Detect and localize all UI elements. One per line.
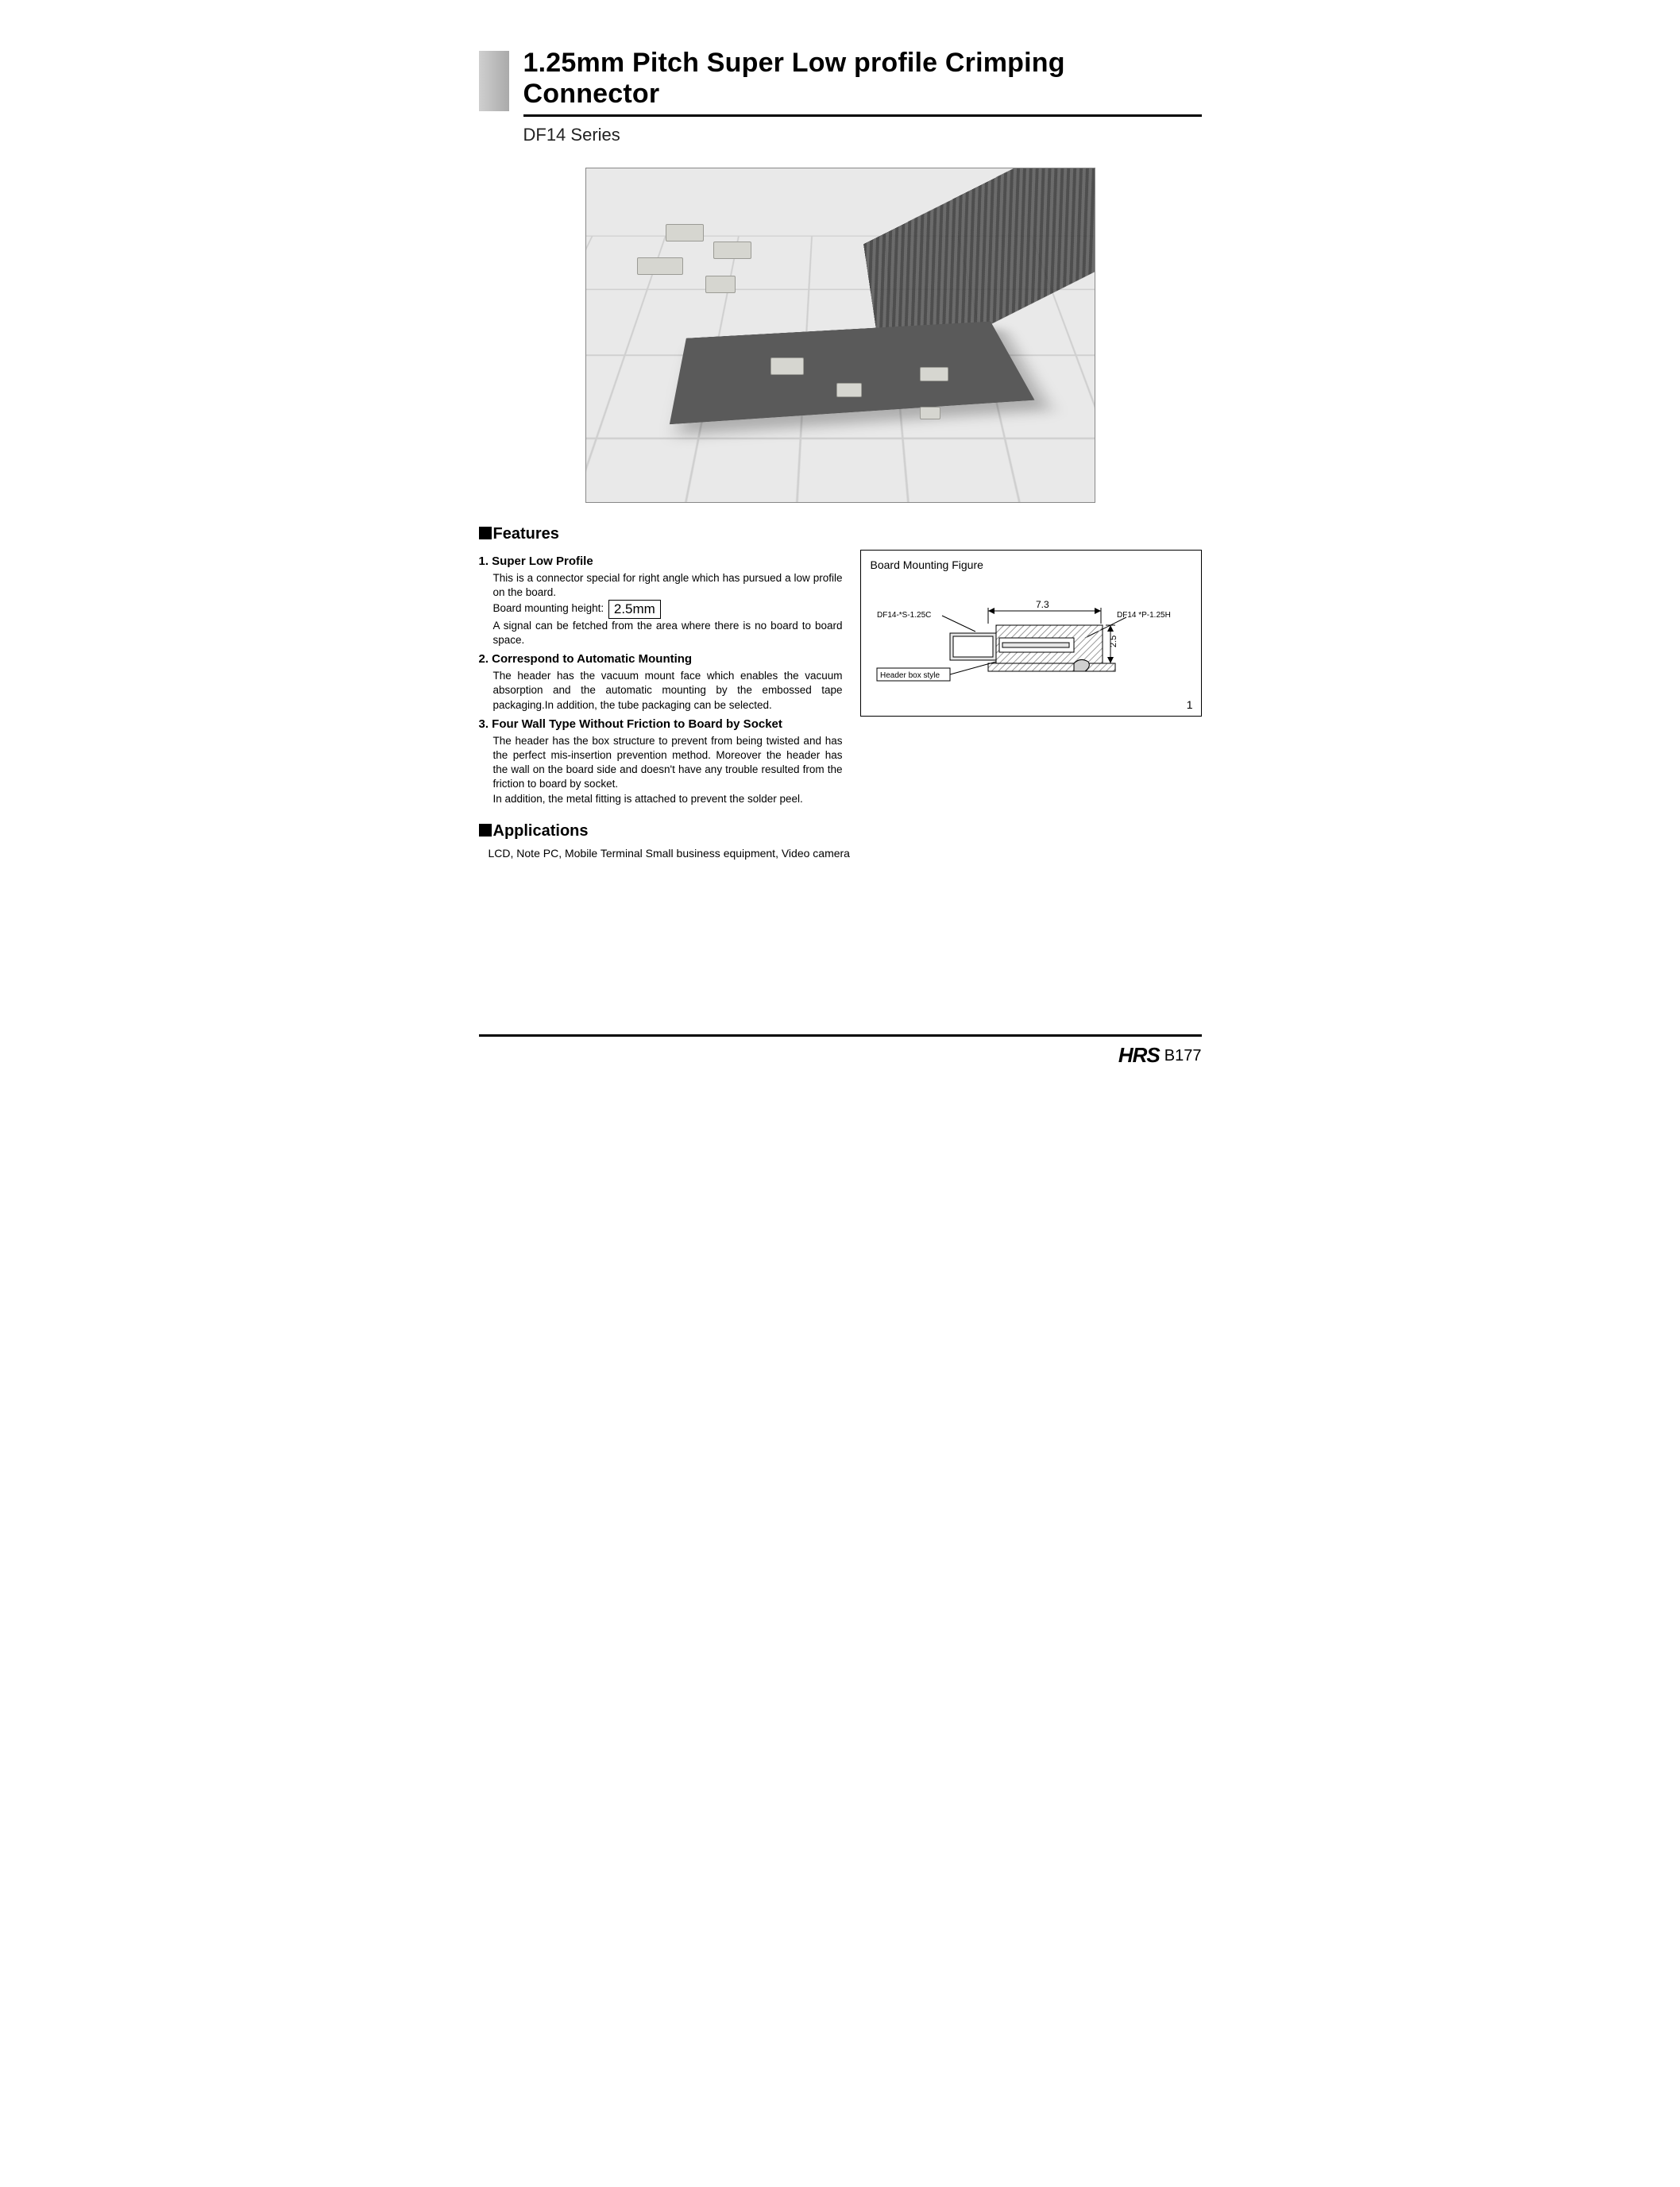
page-footer: HRSB177 [479,1043,1202,1068]
hero-connector [920,367,948,381]
hrs-logo: HRS [1118,1043,1160,1067]
hero-connector [836,383,862,397]
title-text-wrap: 1.25mm Pitch Super Low profile Crimping … [523,48,1202,163]
feature-title: 1. Super Low Profile [479,554,843,568]
features-heading-text: Features [493,525,559,543]
feature-title: 3. Four Wall Type Without Friction to Bo… [479,717,843,731]
title-block: 1.25mm Pitch Super Low profile Crimping … [479,48,1202,163]
features-right-column: Board Mounting Figure DF14-*S-1.25C DF14… [860,550,1202,717]
footer-rule [479,1034,1202,1037]
hero-connector [920,407,940,419]
hero-connector [705,276,736,293]
features-heading: Features [479,525,1202,543]
figure-caption: Board Mounting Figure [871,558,1191,571]
applications-heading: Applications [479,822,1202,840]
heading-square-icon [479,824,492,837]
figure-index: 1 [1187,698,1193,711]
applications-heading-text: Applications [493,822,589,840]
title-rule [523,114,1202,117]
page-code: B177 [1164,1047,1202,1065]
features-two-column: 1. Super Low Profile This is a connector… [479,550,1202,809]
feature-body-line: The header has the box structure to prev… [493,735,843,790]
feature-title: 2. Correspond to Automatic Mounting [479,652,843,666]
applications-text: LCD, Note PC, Mobile Terminal Small busi… [489,847,1202,860]
feature-body-line: In addition, the metal fitting is attach… [493,793,803,805]
feature-body: The header has the vacuum mount face whi… [493,669,843,713]
hero-product-photo [585,168,1095,503]
hero-connector [666,224,704,241]
page-title: 1.25mm Pitch Super Low profile Crimping … [523,48,1202,110]
boxed-dimension: 2.5mm [608,600,661,618]
hero-connector [770,357,804,375]
hero-connector [637,257,683,275]
feature-body-line: A signal can be fetched from the area wh… [493,620,843,646]
feature-body: This is a connector special for right an… [493,571,843,647]
feature-body: The header has the box structure to prev… [493,734,843,806]
feature-body-line: This is a connector special for right an… [493,572,843,598]
figure-headerbox-label: Header box style [880,671,940,680]
mounting-figure-box: Board Mounting Figure DF14-*S-1.25C DF14… [860,550,1202,717]
heading-square-icon [479,527,492,539]
hero-connector [713,241,751,259]
series-subtitle: DF14 Series [523,125,1202,145]
datasheet-page: 1.25mm Pitch Super Low profile Crimping … [423,0,1257,1099]
features-left-column: 1. Super Low Profile This is a connector… [479,550,843,809]
figure-left-label: DF14-*S-1.25C [877,611,931,620]
figure-height-dim: 2.5 [1109,636,1118,647]
figure-width-dim: 7.3 [1036,599,1049,610]
feature-body-line: Board mounting height: [493,603,604,615]
mounting-diagram: DF14-*S-1.25C DF14 *P-1.25H 7.3 [871,576,1193,695]
title-accent-bar [479,51,509,111]
